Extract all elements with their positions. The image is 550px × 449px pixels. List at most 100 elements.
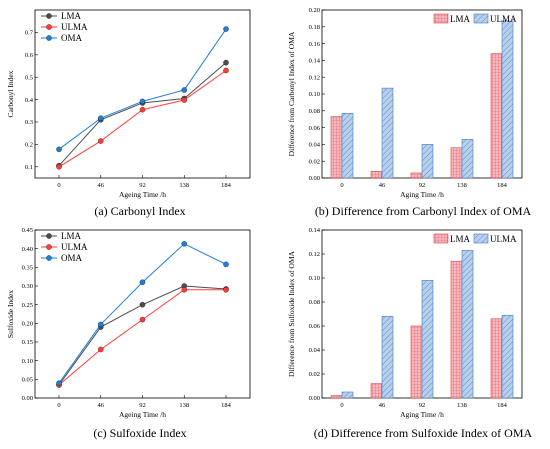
y-tick-label: 0.10 bbox=[309, 275, 320, 282]
data-point-oma bbox=[223, 26, 229, 32]
x-tick-label: 46 bbox=[98, 182, 105, 189]
series-line-oma bbox=[58, 28, 227, 150]
y-tick-label: 0.14 bbox=[309, 58, 321, 65]
data-point-lma bbox=[223, 59, 229, 66]
legend-swatch-ulma bbox=[473, 233, 489, 244]
y-tick-label: 0.08 bbox=[309, 299, 320, 306]
y-tick-label: 0.16 bbox=[309, 41, 321, 48]
y-tick-label: 0.25 bbox=[22, 302, 33, 309]
y-tick-label: 0.45 bbox=[22, 227, 33, 234]
legend-entry-lma: LMA bbox=[61, 11, 82, 21]
panel-caption: (b) Difference from Carbonyl Index of OM… bbox=[315, 204, 532, 218]
legend-entry-ulma: ULMA bbox=[61, 242, 88, 252]
data-point-ulma bbox=[139, 106, 146, 113]
data-point-ulma bbox=[139, 316, 146, 323]
y-tick-label: 0.10 bbox=[309, 91, 320, 98]
y-tick-label: 0.30 bbox=[22, 283, 33, 290]
bar-lma bbox=[490, 53, 503, 179]
data-point-ulma bbox=[181, 97, 187, 103]
y-tick-label: 0.3 bbox=[25, 119, 33, 126]
legend-entry-lma: LMA bbox=[450, 14, 471, 24]
data-point-oma bbox=[139, 98, 146, 105]
y-tick-label: 0.35 bbox=[22, 265, 33, 272]
data-point-ulma bbox=[98, 138, 104, 144]
y-tick-label: 0.7 bbox=[25, 30, 34, 37]
x-tick-label: 46 bbox=[98, 402, 105, 409]
x-tick-label: 184 bbox=[497, 182, 508, 189]
data-point-ulma bbox=[181, 286, 187, 293]
x-tick-label: 184 bbox=[221, 402, 232, 409]
series-line-oma bbox=[58, 243, 227, 384]
bar-lma bbox=[370, 170, 383, 179]
bar-lma bbox=[410, 172, 423, 179]
bar-lma bbox=[410, 325, 423, 399]
carbonyl-difference-panel: 0.00 0.02 0.04 0.06 0.08 0.10 0.12 0.14 0.16 0.18… bbox=[287, 7, 532, 218]
y-axis-label: Difference from Carbonyl Index of OMA bbox=[287, 31, 296, 156]
bar-lma bbox=[330, 395, 343, 399]
data-point-oma bbox=[56, 380, 62, 386]
legend-swatch-lma bbox=[433, 233, 449, 244]
x-tick-label: 92 bbox=[419, 182, 426, 189]
legend-marker-ulma bbox=[46, 24, 52, 30]
legend-marker-oma bbox=[46, 35, 52, 41]
y-tick-label: 0.15 bbox=[22, 339, 33, 346]
y-tick-label: 0.04 bbox=[309, 347, 321, 354]
panel-caption: (d) Difference from Sulfoxide Index of O… bbox=[314, 426, 533, 440]
bar-lma bbox=[450, 260, 463, 399]
sulfoxide-index-panel: 0.00 0.05 0.10 0.15 0.20 0.25 0.30 0.35 0.40 0.45… bbox=[6, 227, 251, 440]
legend-marker-oma bbox=[46, 255, 52, 261]
panel-caption: (c) Sulfoxide Index bbox=[93, 426, 186, 440]
y-tick-label: 0.14 bbox=[309, 227, 321, 234]
x-tick-label: 0 bbox=[340, 182, 343, 189]
legend-marker-lma bbox=[46, 13, 52, 19]
bar-ulma bbox=[381, 87, 394, 179]
x-tick-label: 138 bbox=[457, 182, 467, 189]
bar-ulma bbox=[381, 316, 394, 399]
y-tick-label: 0.02 bbox=[309, 158, 320, 165]
y-tick-label: 0.40 bbox=[22, 246, 33, 253]
legend-entry-oma: OMA bbox=[61, 253, 83, 263]
y-tick-label: 0.00 bbox=[309, 395, 320, 402]
bar-lma bbox=[490, 318, 503, 399]
carbonyl-index-panel: 0.1 0.2 0.3 0.4 0.5 0.6 0.7 0 46 92 138 184 Ageing T… bbox=[6, 9, 251, 218]
x-tick-label: 184 bbox=[221, 182, 232, 189]
x-axis-label: Ageing Time /h bbox=[119, 190, 166, 199]
y-tick-label: 0.2 bbox=[25, 142, 33, 149]
x-axis-label: Aging Time /h bbox=[400, 190, 444, 199]
y-tick-label: 0.12 bbox=[309, 74, 320, 81]
y-tick-label: 0.20 bbox=[22, 321, 33, 328]
x-axis-label: Aging Time /h bbox=[400, 410, 444, 419]
data-point-oma bbox=[139, 279, 146, 286]
bar-ulma bbox=[421, 280, 434, 399]
x-tick-label: 0 bbox=[57, 402, 60, 409]
y-tick-label: 0.00 bbox=[22, 395, 33, 402]
y-tick-label: 0.10 bbox=[22, 358, 33, 365]
data-point-oma bbox=[98, 115, 104, 121]
y-tick-label: 0.4 bbox=[25, 97, 34, 104]
y-axis-label: Difference from Sulfoxide Index of OMA bbox=[287, 250, 296, 376]
x-tick-label: 184 bbox=[497, 402, 508, 409]
data-point-oma bbox=[181, 241, 187, 247]
y-tick-label: 0.00 bbox=[309, 175, 320, 182]
y-tick-label: 0.20 bbox=[309, 7, 320, 14]
bar-lma bbox=[370, 383, 383, 399]
x-tick-label: 92 bbox=[139, 182, 146, 189]
x-tick-label: 138 bbox=[179, 182, 189, 189]
y-axis-label: Carbonyl Index bbox=[6, 70, 15, 117]
bar-ulma bbox=[341, 391, 354, 399]
bar-ulma bbox=[421, 144, 434, 179]
x-tick-label: 46 bbox=[379, 182, 386, 189]
legend-entry-ulma: ULMA bbox=[61, 22, 88, 32]
y-tick-label: 0.12 bbox=[309, 251, 320, 258]
legend-entry-oma: OMA bbox=[61, 33, 83, 43]
x-tick-label: 0 bbox=[57, 182, 60, 189]
y-tick-label: 0.5 bbox=[25, 74, 33, 81]
y-axis-label: Sulfoxide Index bbox=[6, 290, 15, 338]
legend-entry-lma: LMA bbox=[61, 231, 82, 241]
legend-entry-lma: LMA bbox=[450, 234, 471, 244]
x-tick-label: 0 bbox=[340, 402, 343, 409]
x-tick-label: 92 bbox=[419, 402, 426, 409]
data-point-oma bbox=[181, 87, 187, 93]
data-point-lma bbox=[139, 301, 146, 308]
